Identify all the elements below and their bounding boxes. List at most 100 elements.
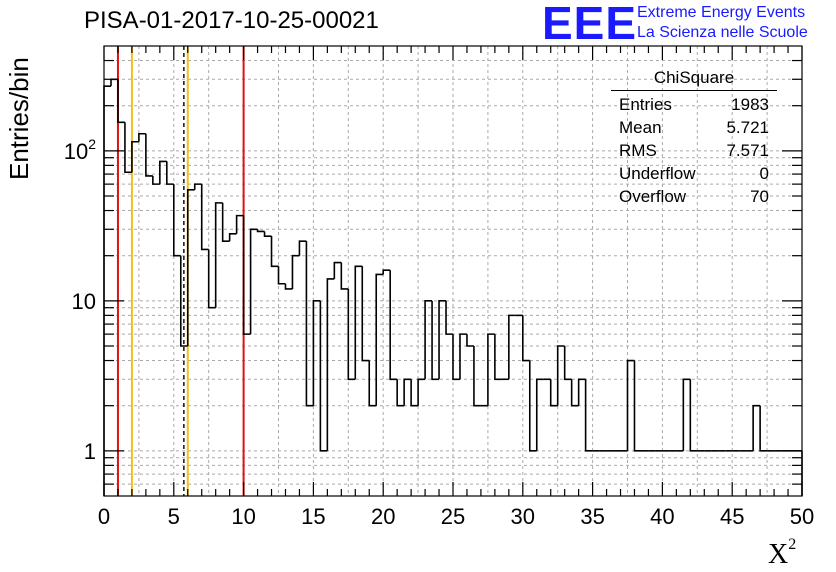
histogram-bin [221,202,230,242]
histogram-bin [340,262,349,290]
x-tick-label: 40 [650,504,674,529]
histogram-bin [249,228,258,335]
histogram-bin [326,278,335,451]
y-axis-label: Entries/bin [4,57,34,180]
x-axis-label-base: X [768,539,789,570]
y-tick-label: 1 [84,439,96,464]
histogram-bin [305,241,314,407]
histogram-bin [689,379,698,452]
histogram-bin [333,261,342,279]
grid-lines [104,46,802,496]
plot-frame [103,45,803,497]
histogram-bin [228,232,237,242]
histogram-bin [452,334,460,381]
histogram-bin [431,300,440,381]
histogram-bin [131,140,139,173]
histogram-bin [375,273,384,406]
stats-row-rms: RMS 7.571 [611,139,777,162]
stats-label: Entries [619,95,672,114]
stats-value: 1983 [731,95,769,114]
stats-row-mean: Mean 5.721 [611,116,777,139]
histogram-bin [752,404,761,451]
y-tick-label: 10 [72,289,96,314]
histogram-bin [200,184,209,251]
histogram-bin [570,379,579,407]
histogram-bin [270,236,279,268]
x-tick-label: 50 [790,504,814,529]
x-tick-label: 10 [231,504,255,529]
stats-label: RMS [619,141,657,160]
histogram-bin [103,85,111,496]
x-tick-label: 25 [441,504,465,529]
histogram-bin [549,379,558,407]
y-tick-label: 102 [64,136,96,164]
histogram-bin [312,300,321,406]
histogram-bin [263,231,272,237]
histogram-bin [284,283,293,290]
histogram-bin [207,249,216,309]
histogram-bin [563,346,572,381]
histogram-bin [410,379,419,407]
histogram-bin [445,300,453,335]
histogram-bin [319,300,328,452]
histogram-bin [584,379,593,452]
histogram-bin [110,78,118,87]
stats-value: 5.721 [726,118,769,137]
histogram-bin [535,378,544,451]
histogram-bin [368,360,377,407]
x-tick-label: 0 [98,504,110,529]
stats-value: 70 [750,187,769,206]
axis-tick-labels: 0 5 10 15 20 25 30 35 40 45 50 1 10 102 [64,136,815,529]
histogram-bin [508,314,516,380]
histogram-bin [487,333,495,406]
stats-value: 7.571 [726,141,769,160]
histogram-bin [682,378,691,451]
histogram-bin [214,202,223,308]
histogram-bin [179,255,188,347]
stats-title: ChiSquare [611,66,777,91]
histogram-bin [186,188,195,346]
histogram-bin [193,183,202,190]
histogram-bin [466,334,474,347]
histogram-bin [459,333,467,380]
histogram-bin [124,122,132,174]
x-tick-label: 45 [720,504,744,529]
histogram-bin [382,269,391,275]
stats-row-overflow: Overflow 70 [611,185,777,208]
histogram-bin [424,300,433,380]
stats-label: Mean [619,118,662,137]
histogram-bin [626,359,635,451]
x-axis-label-superscript: 2 [788,536,797,553]
histogram-bin [145,133,153,177]
x-axis-label: X2 [768,536,796,571]
histogram-bin [256,229,265,233]
histogram-bin [633,360,642,452]
logo-line-2: La Scienza nelle Scuole [637,24,808,41]
histogram-bin [494,334,502,381]
histogram-bin [403,378,412,406]
histogram-bin [117,79,125,124]
histogram-bin [277,266,286,285]
x-tick-label: 20 [371,504,395,529]
histogram-bin [556,345,565,406]
histogram-bin [242,215,251,335]
histogram-bin [396,379,405,407]
stats-box: ChiSquare Entries 1983 Mean 5.721 RMS 7.… [611,66,777,208]
histogram-bin [138,132,146,142]
histogram-bin [417,378,426,406]
histogram-bin [389,270,398,381]
histogram-bin [347,288,356,381]
stats-row-entries: Entries 1983 [611,93,777,116]
histogram-bin [522,315,530,362]
histogram-bin [759,405,768,452]
histogram-bin [438,300,447,380]
stats-label: Overflow [619,187,687,206]
histogram-bin [361,266,370,362]
histogram-bin [298,240,307,256]
x-tick-label: 5 [168,504,180,529]
histogram-bin [354,265,363,380]
histogram-bin [577,378,586,406]
histogram-bin [235,214,244,234]
histogram-bin [173,184,181,257]
